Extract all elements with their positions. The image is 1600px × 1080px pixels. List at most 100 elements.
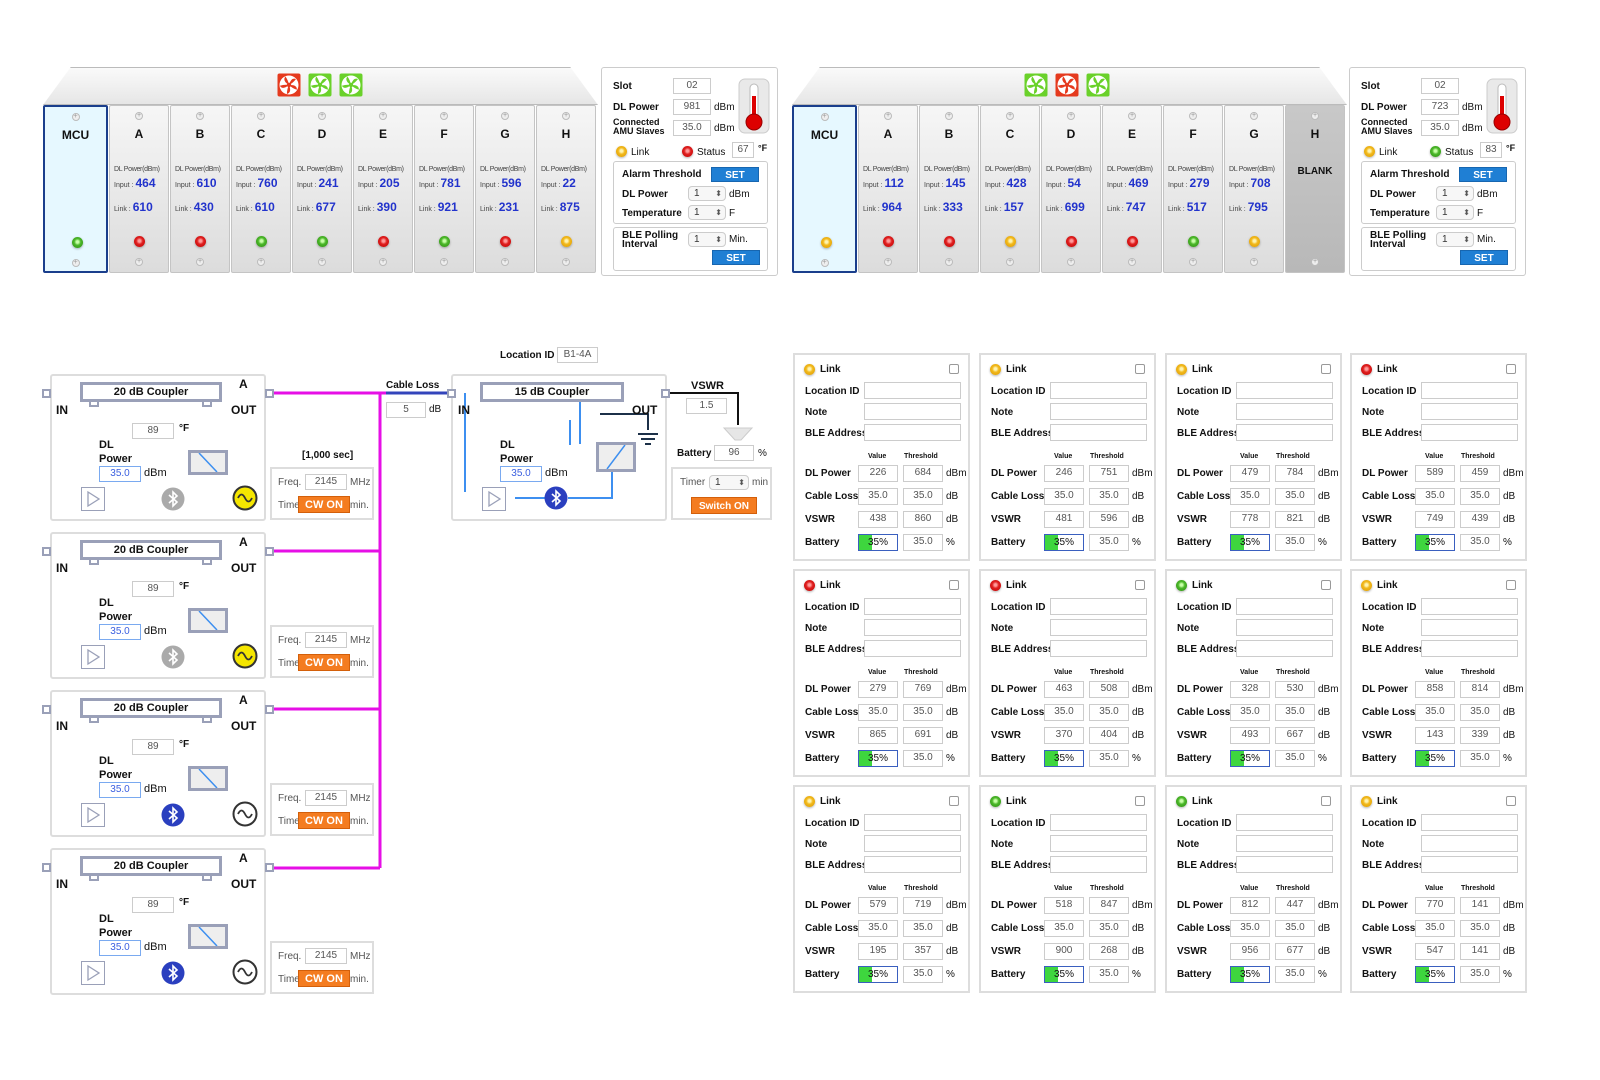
cable-loss-field[interactable]: 5 (386, 402, 426, 418)
select-checkbox[interactable] (1506, 580, 1516, 590)
vswr-threshold-field[interactable]: 339 (1460, 727, 1500, 744)
dl-power-value-field[interactable]: 770 (1415, 897, 1455, 914)
dl-power-field[interactable]: 35.0 (99, 940, 141, 956)
dl-power-threshold-field[interactable]: 684 (903, 465, 943, 482)
freq-field[interactable]: 2145 (305, 790, 347, 806)
vswr-threshold-field[interactable]: 860 (903, 511, 943, 528)
vswr-threshold-field[interactable]: 691 (903, 727, 943, 744)
cable-loss-value-field[interactable]: 35.0 (1044, 704, 1084, 721)
cable-loss-threshold-field[interactable]: 35.0 (903, 704, 943, 721)
slot-mcu[interactable]: + MCU + (792, 105, 857, 273)
location-id-input[interactable] (1050, 382, 1147, 399)
location-id-input[interactable] (1236, 598, 1333, 615)
note-input[interactable] (1421, 403, 1518, 420)
location-id-input[interactable] (1236, 814, 1333, 831)
ble-polling-stepper[interactable]: 1 (1436, 232, 1474, 247)
location-id-input[interactable] (864, 814, 961, 831)
alarm-temp-stepper[interactable]: 1 (688, 205, 726, 220)
dl-power-threshold-field[interactable]: 508 (1089, 681, 1129, 698)
vswr-threshold-field[interactable]: 268 (1089, 943, 1129, 960)
ble-address-input[interactable] (1050, 424, 1147, 441)
select-checkbox[interactable] (1135, 796, 1145, 806)
bluetooth-icon[interactable] (161, 961, 185, 988)
location-id-input[interactable] (864, 382, 961, 399)
cable-loss-value-field[interactable]: 35.0 (1044, 920, 1084, 937)
slot-c[interactable]: + C DL Power(dBm) Input :760 Link :610 + (231, 105, 291, 273)
slot-e[interactable]: + E DL Power(dBm) Input :205 Link :390 + (353, 105, 413, 273)
dl-power-value-field[interactable]: 226 (858, 465, 898, 482)
note-input[interactable] (864, 835, 961, 852)
signal-source-icon[interactable] (232, 485, 258, 514)
out-port[interactable] (265, 863, 274, 872)
ble-address-input[interactable] (864, 856, 961, 873)
alarm-dl-stepper[interactable]: 1 (688, 186, 726, 201)
slot-f[interactable]: + F DL Power(dBm) Input :279 Link :517 + (1163, 105, 1223, 273)
out-port[interactable] (265, 547, 274, 556)
location-id-input[interactable] (1421, 598, 1518, 615)
vswr-threshold-field[interactable]: 677 (1275, 943, 1315, 960)
dl-power-value-field[interactable]: 463 (1044, 681, 1084, 698)
slot-c[interactable]: + C DL Power(dBm) Input :428 Link :157 + (980, 105, 1040, 273)
slot-field[interactable]: 02 (1421, 78, 1459, 94)
dl-power-threshold-field[interactable]: 814 (1460, 681, 1500, 698)
vswr-value-field[interactable]: 749 (1415, 511, 1455, 528)
amu-slaves-field[interactable]: 35.0 (1421, 120, 1459, 136)
ble-address-input[interactable] (864, 424, 961, 441)
cable-loss-threshold-field[interactable]: 35.0 (1460, 488, 1500, 505)
vswr-threshold-field[interactable]: 821 (1275, 511, 1315, 528)
vswr-field[interactable]: 1.5 (686, 398, 727, 414)
select-checkbox[interactable] (1135, 580, 1145, 590)
dl-power-value-field[interactable]: 812 (1230, 897, 1270, 914)
note-input[interactable] (1236, 835, 1333, 852)
temperature-field[interactable]: 89 (132, 581, 174, 597)
cable-loss-threshold-field[interactable]: 35.0 (1460, 920, 1500, 937)
cable-loss-value-field[interactable]: 35.0 (1415, 704, 1455, 721)
bluetooth-icon[interactable] (161, 487, 185, 514)
slot-a[interactable]: + A DL Power(dBm) Input :464 Link :610 + (109, 105, 169, 273)
signal-source-icon[interactable] (232, 801, 258, 830)
dl-power-value-field[interactable]: 518 (1044, 897, 1084, 914)
vswr-value-field[interactable]: 865 (858, 727, 898, 744)
dl-power-field[interactable]: 981 (673, 99, 711, 115)
dl-power-threshold-field[interactable]: 784 (1275, 465, 1315, 482)
battery-field[interactable]: 96 (714, 445, 754, 461)
ble-address-input[interactable] (1421, 640, 1518, 657)
cable-loss-threshold-field[interactable]: 35.0 (1460, 704, 1500, 721)
cable-loss-threshold-field[interactable]: 35.0 (903, 488, 943, 505)
alarm-set-button[interactable]: SET (711, 167, 759, 182)
ble-address-input[interactable] (1236, 424, 1333, 441)
vswr-value-field[interactable]: 143 (1415, 727, 1455, 744)
bluetooth-icon[interactable] (161, 803, 185, 830)
select-checkbox[interactable] (949, 364, 959, 374)
vswr-value-field[interactable]: 481 (1044, 511, 1084, 528)
location-id-input[interactable] (864, 598, 961, 615)
amu-slaves-field[interactable]: 35.0 (673, 120, 711, 136)
temperature-field[interactable]: 89 (132, 423, 174, 439)
cable-loss-value-field[interactable]: 35.0 (858, 488, 898, 505)
select-checkbox[interactable] (949, 580, 959, 590)
battery-threshold-field[interactable]: 35.0 (1275, 750, 1315, 767)
temperature-field[interactable]: 83 (1480, 142, 1502, 158)
ble-address-input[interactable] (1421, 856, 1518, 873)
ble-polling-stepper[interactable]: 1 (688, 232, 726, 247)
battery-threshold-field[interactable]: 35.0 (1089, 534, 1129, 551)
note-input[interactable] (1421, 619, 1518, 636)
cable-loss-threshold-field[interactable]: 35.0 (1275, 920, 1315, 937)
ble-set-button[interactable]: SET (1460, 250, 1508, 265)
note-input[interactable] (1421, 835, 1518, 852)
slot-d[interactable]: + D DL Power(dBm) Input :54 Link :699 + (1041, 105, 1101, 273)
cable-loss-value-field[interactable]: 35.0 (858, 920, 898, 937)
cable-loss-threshold-field[interactable]: 35.0 (1089, 488, 1129, 505)
slot-e[interactable]: + E DL Power(dBm) Input :469 Link :747 + (1102, 105, 1162, 273)
cw-on-button[interactable]: CW ON (298, 970, 350, 987)
dl-power-field[interactable]: 35.0 (99, 782, 141, 798)
dl-power-value-field[interactable]: 479 (1230, 465, 1270, 482)
ble-address-input[interactable] (864, 640, 961, 657)
vswr-threshold-field[interactable]: 141 (1460, 943, 1500, 960)
alarm-dl-stepper[interactable]: 1 (1436, 186, 1474, 201)
ble-address-input[interactable] (1236, 640, 1333, 657)
dl-power-threshold-field[interactable]: 769 (903, 681, 943, 698)
location-id-field[interactable]: B1-4A (557, 347, 598, 363)
battery-threshold-field[interactable]: 35.0 (903, 750, 943, 767)
dl-power-field[interactable]: 35.0 (99, 624, 141, 640)
